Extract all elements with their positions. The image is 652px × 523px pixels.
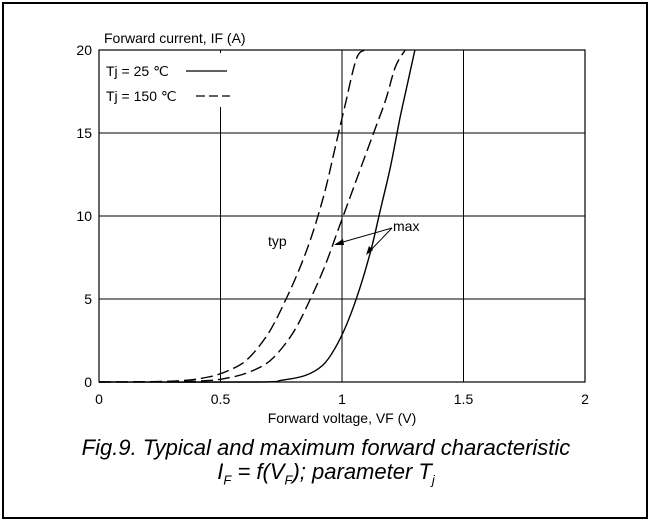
y-tick-label: 10 [76, 208, 92, 224]
y-axis-label: Forward current, IF (A) [104, 30, 246, 46]
caption-formula: = f(V [231, 459, 285, 484]
x-tick-label: 2 [581, 391, 589, 407]
curves [98, 49, 416, 383]
annotation-arrowhead-1 [334, 239, 344, 245]
x-axis-label: Forward voltage, VF (V) [268, 410, 417, 426]
curve-dashed-0 [98, 49, 367, 383]
caption-line-1: Fig.9. Typical and maximum forward chara… [81, 435, 571, 460]
x-tick-label: 0 [95, 391, 103, 407]
legend-background [100, 53, 228, 107]
x-tick-label: 1.5 [454, 391, 474, 407]
curve-solid-2 [98, 49, 416, 383]
caption-tj-subscript: j [431, 472, 435, 488]
annotation-typ: typ [268, 233, 287, 249]
annotations: typ max [268, 218, 419, 255]
caption-vf-subscript: F [284, 472, 293, 488]
legend-label-25c: Tj = 25 ℃ [106, 63, 169, 79]
curve-dashed-1 [98, 49, 406, 383]
annotation-arrow-2 [367, 227, 393, 254]
plot-area [98, 49, 586, 383]
annotation-arrow-1 [335, 227, 393, 245]
caption-parameter: ); parameter T [292, 459, 432, 484]
x-tick-label: 0.5 [211, 391, 231, 407]
y-tick-label: 0 [84, 374, 92, 390]
annotation-arrowhead-2 [366, 246, 373, 255]
y-tick-label: 5 [84, 291, 92, 307]
legend-label-150c: Tj = 150 ℃ [106, 88, 177, 104]
figure-caption: Fig.9. Typical and maximum forward chara… [0, 436, 652, 492]
caption-line-2: IF = f(VF); parameter Tj [0, 460, 652, 492]
caption-if-symbol: I [217, 459, 224, 484]
annotation-max: max [393, 218, 419, 234]
x-tick-label: 1 [338, 391, 346, 407]
y-tick-label: 20 [76, 42, 92, 58]
caption-if-subscript: F [223, 472, 232, 488]
y-tick-label: 15 [76, 125, 92, 141]
legend: Tj = 25 ℃ Tj = 150 ℃ [100, 53, 230, 107]
